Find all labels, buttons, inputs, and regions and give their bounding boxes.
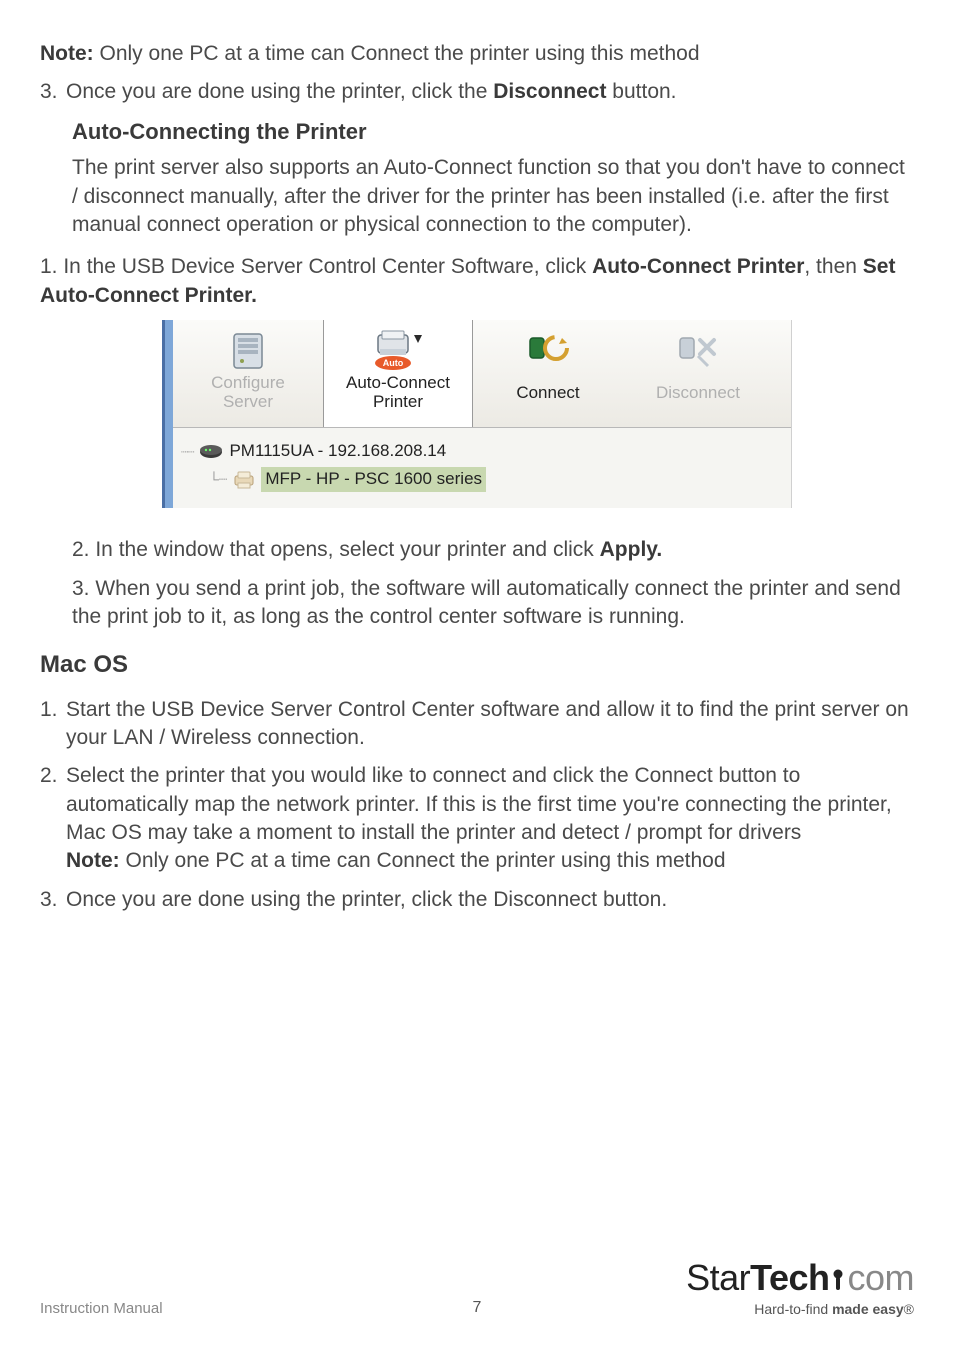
tree-child-row[interactable]: └┈ MFP - HP - PSC 1600 series [209,465,783,494]
logo-dot-icon [829,1268,847,1292]
page-number: 7 [473,1299,482,1317]
disconnect-icon [627,328,769,374]
macos-step-2: 2. Select the printer that you would lik… [40,762,914,875]
registered-mark: ® [904,1301,914,1317]
page-footer: Instruction Manual 7 StarTechcom Hard-to… [40,1257,914,1317]
note-prefix: Note: [40,42,94,65]
list-number: 1. [40,696,66,753]
step1-bold1: Auto-Connect Printer [592,255,804,278]
configure-server-icon [177,328,319,374]
connect-icon [477,328,619,374]
auto-connect-icon: Auto [328,328,468,374]
tree-connector-icon: └┈ [209,470,227,489]
logo-part-com: com [847,1257,914,1298]
tree-root-row[interactable]: ┈┈ PM1115UA - 192.168.208.14 [181,438,783,465]
step1-mid: , then [804,255,862,278]
step2-text: 2. In the window that opens, select your… [72,538,600,561]
connect-label: Connect [477,384,619,403]
list-number: 3. [40,78,66,106]
list-number: 3. [40,886,66,914]
disconnect-button[interactable]: Disconnect [623,320,773,427]
configure-server-button[interactable]: Configure Server [173,320,323,427]
windows-step-3: 3. Once you are done using the printer, … [40,78,914,106]
macos-heading: Mac OS [40,649,914,681]
list-text: Once you are done using the printer, cli… [66,886,914,914]
startech-logo: StarTechcom Hard-to-find made easy® [686,1257,914,1317]
autoconnect-step-3: 3. When you send a print job, the softwa… [72,575,914,632]
tagline-part-2: made easy [832,1301,904,1317]
note-prefix: Note: [66,849,120,872]
auto-connect-label-1: Auto-Connect [328,374,468,393]
toolbar: Configure Server Auto [173,320,791,428]
autoconnect-paragraph: The print server also supports an Auto-C… [72,154,914,239]
configure-label-2: Server [177,393,319,412]
disconnect-label: Disconnect [627,384,769,403]
auto-connect-label-2: Printer [328,393,468,412]
macos-step-3: 3. Once you are done using the printer, … [40,886,914,914]
logo-part-tech: Tech [750,1257,829,1298]
configure-label-1: Configure [177,374,319,393]
svg-text:Auto: Auto [383,358,404,368]
autoconnect-step-1: 1. In the USB Device Server Control Cent… [40,253,914,310]
list-text: Select the printer that you would like t… [66,762,914,875]
logo-part-star: Star [686,1257,750,1298]
logo-tagline: Hard-to-find made easy® [686,1301,914,1317]
text-before: Once you are done using the printer, cli… [66,80,493,103]
control-center-screenshot: Configure Server Auto [162,320,792,508]
list-text: Start the USB Device Server Control Cent… [66,696,914,753]
printer-device-icon [233,471,255,489]
tree-connector-icon: ┈┈ [181,444,193,460]
step1-text: 1. In the USB Device Server Control Cent… [40,255,592,278]
footer-manual-label: Instruction Manual [40,1300,163,1317]
screenshot-container: Configure Server Auto [40,320,914,508]
server-device-icon [199,444,223,460]
step2-text: Select the printer that you would like t… [66,764,892,844]
autoconnect-step-2: 2. In the window that opens, select your… [72,536,914,564]
tree-child-label: MFP - HP - PSC 1600 series [261,467,486,492]
disconnect-word: Disconnect [493,80,606,103]
macos-step-1: 1. Start the USB Device Server Control C… [40,696,914,753]
autoconnect-heading: Auto-Connecting the Printer [72,117,914,147]
list-number: 2. [40,762,66,875]
window-left-border [165,320,173,508]
list-text: Once you are done using the printer, cli… [66,78,914,106]
tree-root-label: PM1115UA - 192.168.208.14 [229,440,446,463]
connect-button[interactable]: Connect [473,320,623,427]
note-only-one-pc: Note: Only one PC at a time can Connect … [40,40,914,68]
text-after: button. [606,80,676,103]
note-text: Only one PC at a time can Connect the pr… [120,849,726,872]
apply-word: Apply. [600,538,663,561]
note-text: Only one PC at a time can Connect the pr… [94,42,700,65]
auto-connect-printer-button[interactable]: Auto Auto-Connect Printer [323,320,473,427]
device-tree: ┈┈ PM1115UA - 192.168.208.14 └┈ [173,428,791,508]
tagline-part-1: Hard-to-find [754,1301,832,1317]
